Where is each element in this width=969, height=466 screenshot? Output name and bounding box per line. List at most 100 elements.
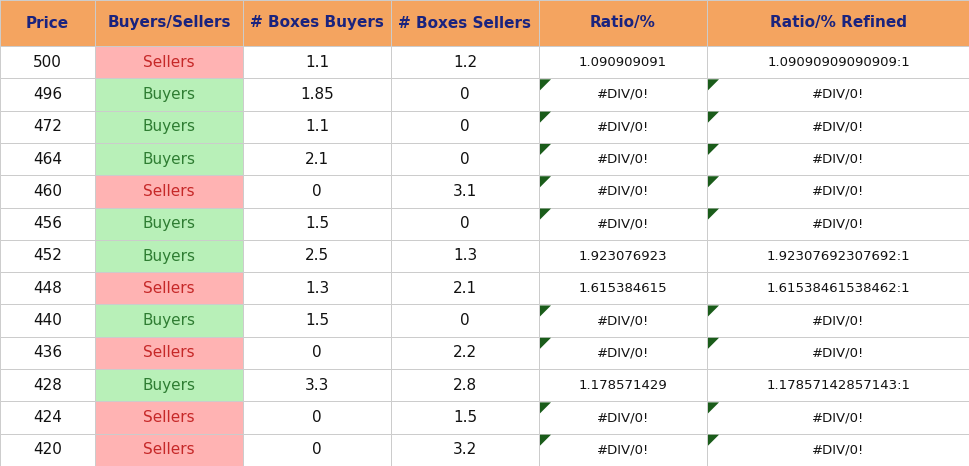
Bar xyxy=(539,143,706,175)
Text: #DIV/0!: #DIV/0! xyxy=(596,185,648,198)
Text: Buyers: Buyers xyxy=(142,313,196,328)
Bar xyxy=(243,207,391,240)
Polygon shape xyxy=(707,305,718,316)
Bar xyxy=(0,110,95,143)
Bar xyxy=(0,175,95,207)
Bar xyxy=(706,369,969,401)
Bar xyxy=(706,304,969,337)
Text: 436: 436 xyxy=(33,345,62,360)
Bar xyxy=(391,369,539,401)
Text: 472: 472 xyxy=(33,119,62,134)
Bar xyxy=(539,401,706,434)
Text: #DIV/0!: #DIV/0! xyxy=(596,88,648,101)
Bar xyxy=(95,0,243,46)
Text: 460: 460 xyxy=(33,184,62,199)
Text: 1.5: 1.5 xyxy=(304,216,328,231)
Text: # Boxes Buyers: # Boxes Buyers xyxy=(250,15,384,30)
Text: 420: 420 xyxy=(33,442,62,457)
Bar xyxy=(95,46,243,78)
Text: 1.5: 1.5 xyxy=(453,410,477,425)
Polygon shape xyxy=(540,144,550,155)
Bar xyxy=(243,240,391,272)
Text: 456: 456 xyxy=(33,216,62,231)
Text: 1.090909091: 1.090909091 xyxy=(578,55,667,69)
Text: 1.923076923: 1.923076923 xyxy=(578,249,667,262)
Text: Buyers: Buyers xyxy=(142,216,196,231)
Bar xyxy=(539,46,706,78)
Bar xyxy=(391,272,539,304)
Text: #DIV/0!: #DIV/0! xyxy=(811,88,863,101)
Text: #DIV/0!: #DIV/0! xyxy=(596,411,648,424)
Bar xyxy=(0,401,95,434)
Text: 440: 440 xyxy=(33,313,62,328)
Text: 0: 0 xyxy=(312,184,322,199)
Text: 0: 0 xyxy=(312,410,322,425)
Bar xyxy=(391,0,539,46)
Bar xyxy=(706,0,969,46)
Bar xyxy=(95,175,243,207)
Polygon shape xyxy=(707,402,718,413)
Text: 2.5: 2.5 xyxy=(304,248,328,263)
Bar xyxy=(243,143,391,175)
Bar xyxy=(0,0,95,46)
Bar xyxy=(243,434,391,466)
Text: Sellers: Sellers xyxy=(143,442,195,457)
Text: Sellers: Sellers xyxy=(143,184,195,199)
Bar xyxy=(0,46,95,78)
Text: #DIV/0!: #DIV/0! xyxy=(811,314,863,327)
Text: Buyers/Sellers: Buyers/Sellers xyxy=(108,15,231,30)
Bar xyxy=(243,401,391,434)
Bar xyxy=(706,272,969,304)
Text: Ratio/%: Ratio/% xyxy=(589,15,655,30)
Bar xyxy=(95,207,243,240)
Bar xyxy=(391,207,539,240)
Bar xyxy=(95,143,243,175)
Text: 2.1: 2.1 xyxy=(304,151,328,166)
Bar xyxy=(706,434,969,466)
Bar xyxy=(539,337,706,369)
Bar xyxy=(539,434,706,466)
Polygon shape xyxy=(707,338,718,349)
Text: 1.92307692307692:1: 1.92307692307692:1 xyxy=(766,249,909,262)
Bar xyxy=(391,337,539,369)
Bar xyxy=(95,434,243,466)
Bar xyxy=(0,434,95,466)
Bar xyxy=(0,143,95,175)
Text: 3.2: 3.2 xyxy=(453,442,477,457)
Bar xyxy=(243,304,391,337)
Text: 2.1: 2.1 xyxy=(453,281,477,296)
Text: 424: 424 xyxy=(33,410,62,425)
Bar xyxy=(95,78,243,110)
Polygon shape xyxy=(707,79,718,90)
Bar xyxy=(0,337,95,369)
Text: 3.1: 3.1 xyxy=(453,184,477,199)
Text: #DIV/0!: #DIV/0! xyxy=(811,411,863,424)
Bar xyxy=(0,369,95,401)
Text: 1.3: 1.3 xyxy=(304,281,328,296)
Bar xyxy=(539,207,706,240)
Text: Price: Price xyxy=(26,15,69,30)
Text: 0: 0 xyxy=(459,216,469,231)
Text: 0: 0 xyxy=(312,442,322,457)
Bar xyxy=(95,401,243,434)
Bar xyxy=(243,272,391,304)
Bar xyxy=(0,304,95,337)
Bar xyxy=(391,46,539,78)
Bar xyxy=(243,110,391,143)
Text: 496: 496 xyxy=(33,87,62,102)
Bar xyxy=(706,46,969,78)
Bar xyxy=(391,434,539,466)
Text: Ratio/% Refined: Ratio/% Refined xyxy=(769,15,906,30)
Text: Buyers: Buyers xyxy=(142,87,196,102)
Text: Sellers: Sellers xyxy=(143,281,195,296)
Bar xyxy=(0,207,95,240)
Text: 428: 428 xyxy=(33,378,62,393)
Text: 1.17857142857143:1: 1.17857142857143:1 xyxy=(766,379,910,392)
Text: 1.1: 1.1 xyxy=(304,55,328,69)
Text: #DIV/0!: #DIV/0! xyxy=(811,346,863,359)
Bar xyxy=(243,369,391,401)
Bar xyxy=(391,175,539,207)
Bar xyxy=(706,207,969,240)
Polygon shape xyxy=(540,305,550,316)
Text: 1.3: 1.3 xyxy=(453,248,477,263)
